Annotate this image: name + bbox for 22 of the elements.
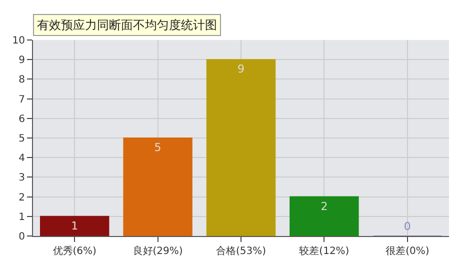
data-label: 1 <box>71 219 78 232</box>
chart-title: 有效预应力同断面不均匀度统计图 <box>37 18 217 32</box>
y-tick-label: 9 <box>18 55 25 66</box>
y-tick-label: 5 <box>18 134 25 144</box>
y-tick-label: 7 <box>18 94 25 106</box>
y-tick-label: 1 <box>18 212 25 223</box>
y-tick-label: 6 <box>18 114 25 125</box>
data-label: 5 <box>154 141 162 154</box>
x-tick-label: 较差(12%) <box>299 245 350 257</box>
data-label: 0 <box>404 220 411 233</box>
y-tick-label: 10 <box>12 36 25 46</box>
y-tick-label: 2 <box>18 192 25 204</box>
y-tick-label: 3 <box>18 172 25 184</box>
data-label: 2 <box>320 200 328 213</box>
data-label: 9 <box>238 62 244 76</box>
x-tick-label: 优秀(6%) <box>52 245 97 257</box>
x-tick-label: 合格(53%) <box>216 245 266 257</box>
x-tick-label: 很差(0%) <box>386 245 430 257</box>
y-tick-label: 8 <box>18 74 25 86</box>
y-tick-label: 0 <box>18 232 25 242</box>
x-tick-label: 良好(29%) <box>132 245 183 257</box>
y-tick-label: 4 <box>18 153 25 164</box>
